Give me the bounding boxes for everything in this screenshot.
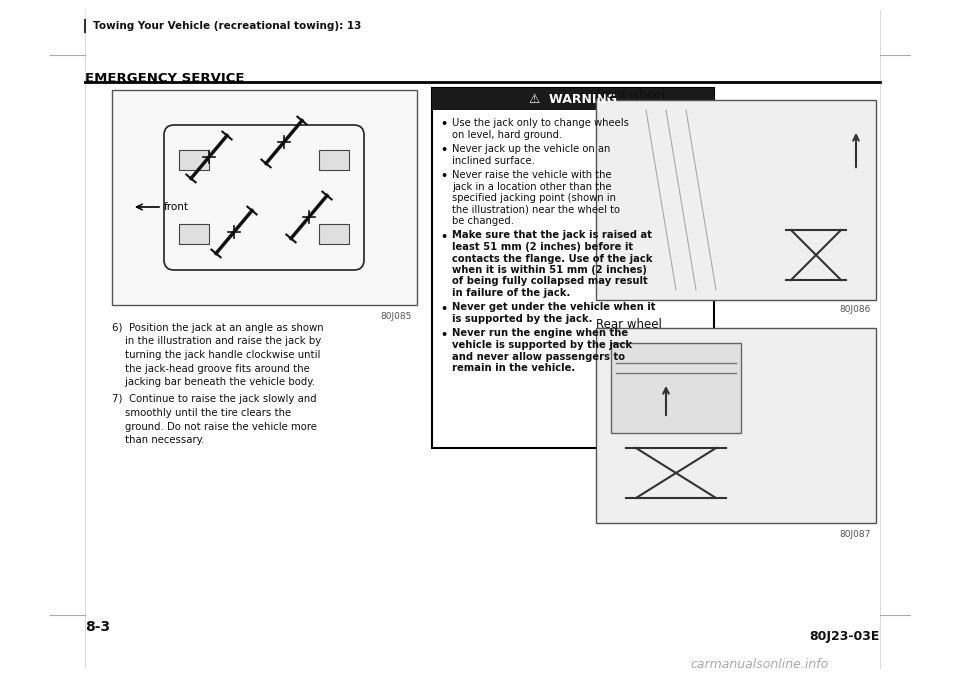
Text: Rear wheel: Rear wheel (596, 318, 661, 331)
Text: •: • (440, 231, 447, 241)
Text: Never get under the vehicle when it: Never get under the vehicle when it (452, 302, 656, 313)
Bar (179, 150, 209, 170)
Text: •: • (440, 145, 447, 155)
Text: 8-3: 8-3 (85, 620, 110, 634)
Bar (432, 88, 714, 110)
Text: Front wheel: Front wheel (596, 88, 664, 101)
Bar (179, 224, 209, 244)
Text: jacking bar beneath the vehicle body.: jacking bar beneath the vehicle body. (112, 377, 315, 387)
Text: of being fully collapsed may result: of being fully collapsed may result (452, 277, 648, 287)
Bar (596, 328, 876, 523)
Bar (596, 100, 876, 300)
Text: •: • (440, 119, 447, 129)
Text: ground. Do not raise the vehicle more: ground. Do not raise the vehicle more (112, 422, 317, 431)
Text: 7)  Continue to raise the jack slowly and: 7) Continue to raise the jack slowly and (112, 395, 317, 405)
Text: Use the jack only to change wheels: Use the jack only to change wheels (452, 118, 629, 128)
Text: when it is within 51 mm (2 inches): when it is within 51 mm (2 inches) (452, 265, 647, 275)
Bar (319, 150, 349, 170)
Text: 6)  Position the jack at an angle as shown: 6) Position the jack at an angle as show… (112, 323, 324, 333)
Text: •: • (440, 304, 447, 313)
Text: the jack-head groove fits around the: the jack-head groove fits around the (112, 363, 310, 374)
Bar (112, 90, 417, 305)
Text: front: front (164, 202, 189, 212)
Text: 80J087: 80J087 (840, 530, 871, 539)
Text: EMERGENCY SERVICE: EMERGENCY SERVICE (85, 72, 245, 85)
Text: 80J23-03E: 80J23-03E (809, 630, 880, 643)
Text: is supported by the jack.: is supported by the jack. (452, 314, 592, 324)
Text: •: • (440, 171, 447, 181)
Text: 80J086: 80J086 (840, 305, 871, 314)
Bar (432, 88, 714, 448)
Text: vehicle is supported by the jack: vehicle is supported by the jack (452, 340, 632, 350)
Text: contacts the flange. Use of the jack: contacts the flange. Use of the jack (452, 254, 653, 264)
Text: in the illustration and raise the jack by: in the illustration and raise the jack b… (112, 336, 322, 346)
Text: 80J085: 80J085 (380, 312, 412, 321)
Text: inclined surface.: inclined surface. (452, 155, 535, 165)
Text: carmanualsonline.info: carmanualsonline.info (691, 658, 829, 671)
Text: than necessary.: than necessary. (112, 435, 204, 445)
Text: Never jack up the vehicle on an: Never jack up the vehicle on an (452, 144, 611, 154)
Text: smoothly until the tire clears the: smoothly until the tire clears the (112, 408, 291, 418)
Text: jack in a location other than the: jack in a location other than the (452, 182, 612, 191)
Text: be changed.: be changed. (452, 216, 514, 226)
Text: ⚠  WARNING: ⚠ WARNING (529, 92, 617, 106)
FancyBboxPatch shape (164, 125, 364, 270)
Text: and never allow passengers to: and never allow passengers to (452, 351, 625, 361)
Text: •: • (440, 330, 447, 340)
Text: specified jacking point (shown in: specified jacking point (shown in (452, 193, 616, 203)
Text: Never run the engine when the: Never run the engine when the (452, 329, 628, 338)
Text: remain in the vehicle.: remain in the vehicle. (452, 363, 575, 373)
Text: least 51 mm (2 inches) before it: least 51 mm (2 inches) before it (452, 242, 634, 252)
Text: turning the jack handle clockwise until: turning the jack handle clockwise until (112, 350, 321, 360)
Text: the illustration) near the wheel to: the illustration) near the wheel to (452, 205, 620, 214)
Text: on level, hard ground.: on level, hard ground. (452, 129, 563, 140)
Text: Towing Your Vehicle (recreational towing): 13: Towing Your Vehicle (recreational towing… (93, 21, 361, 31)
Bar (611, 343, 741, 433)
Text: Never raise the vehicle with the: Never raise the vehicle with the (452, 170, 612, 180)
Text: Make sure that the jack is raised at: Make sure that the jack is raised at (452, 231, 652, 241)
Bar (319, 224, 349, 244)
Text: in failure of the jack.: in failure of the jack. (452, 288, 570, 298)
